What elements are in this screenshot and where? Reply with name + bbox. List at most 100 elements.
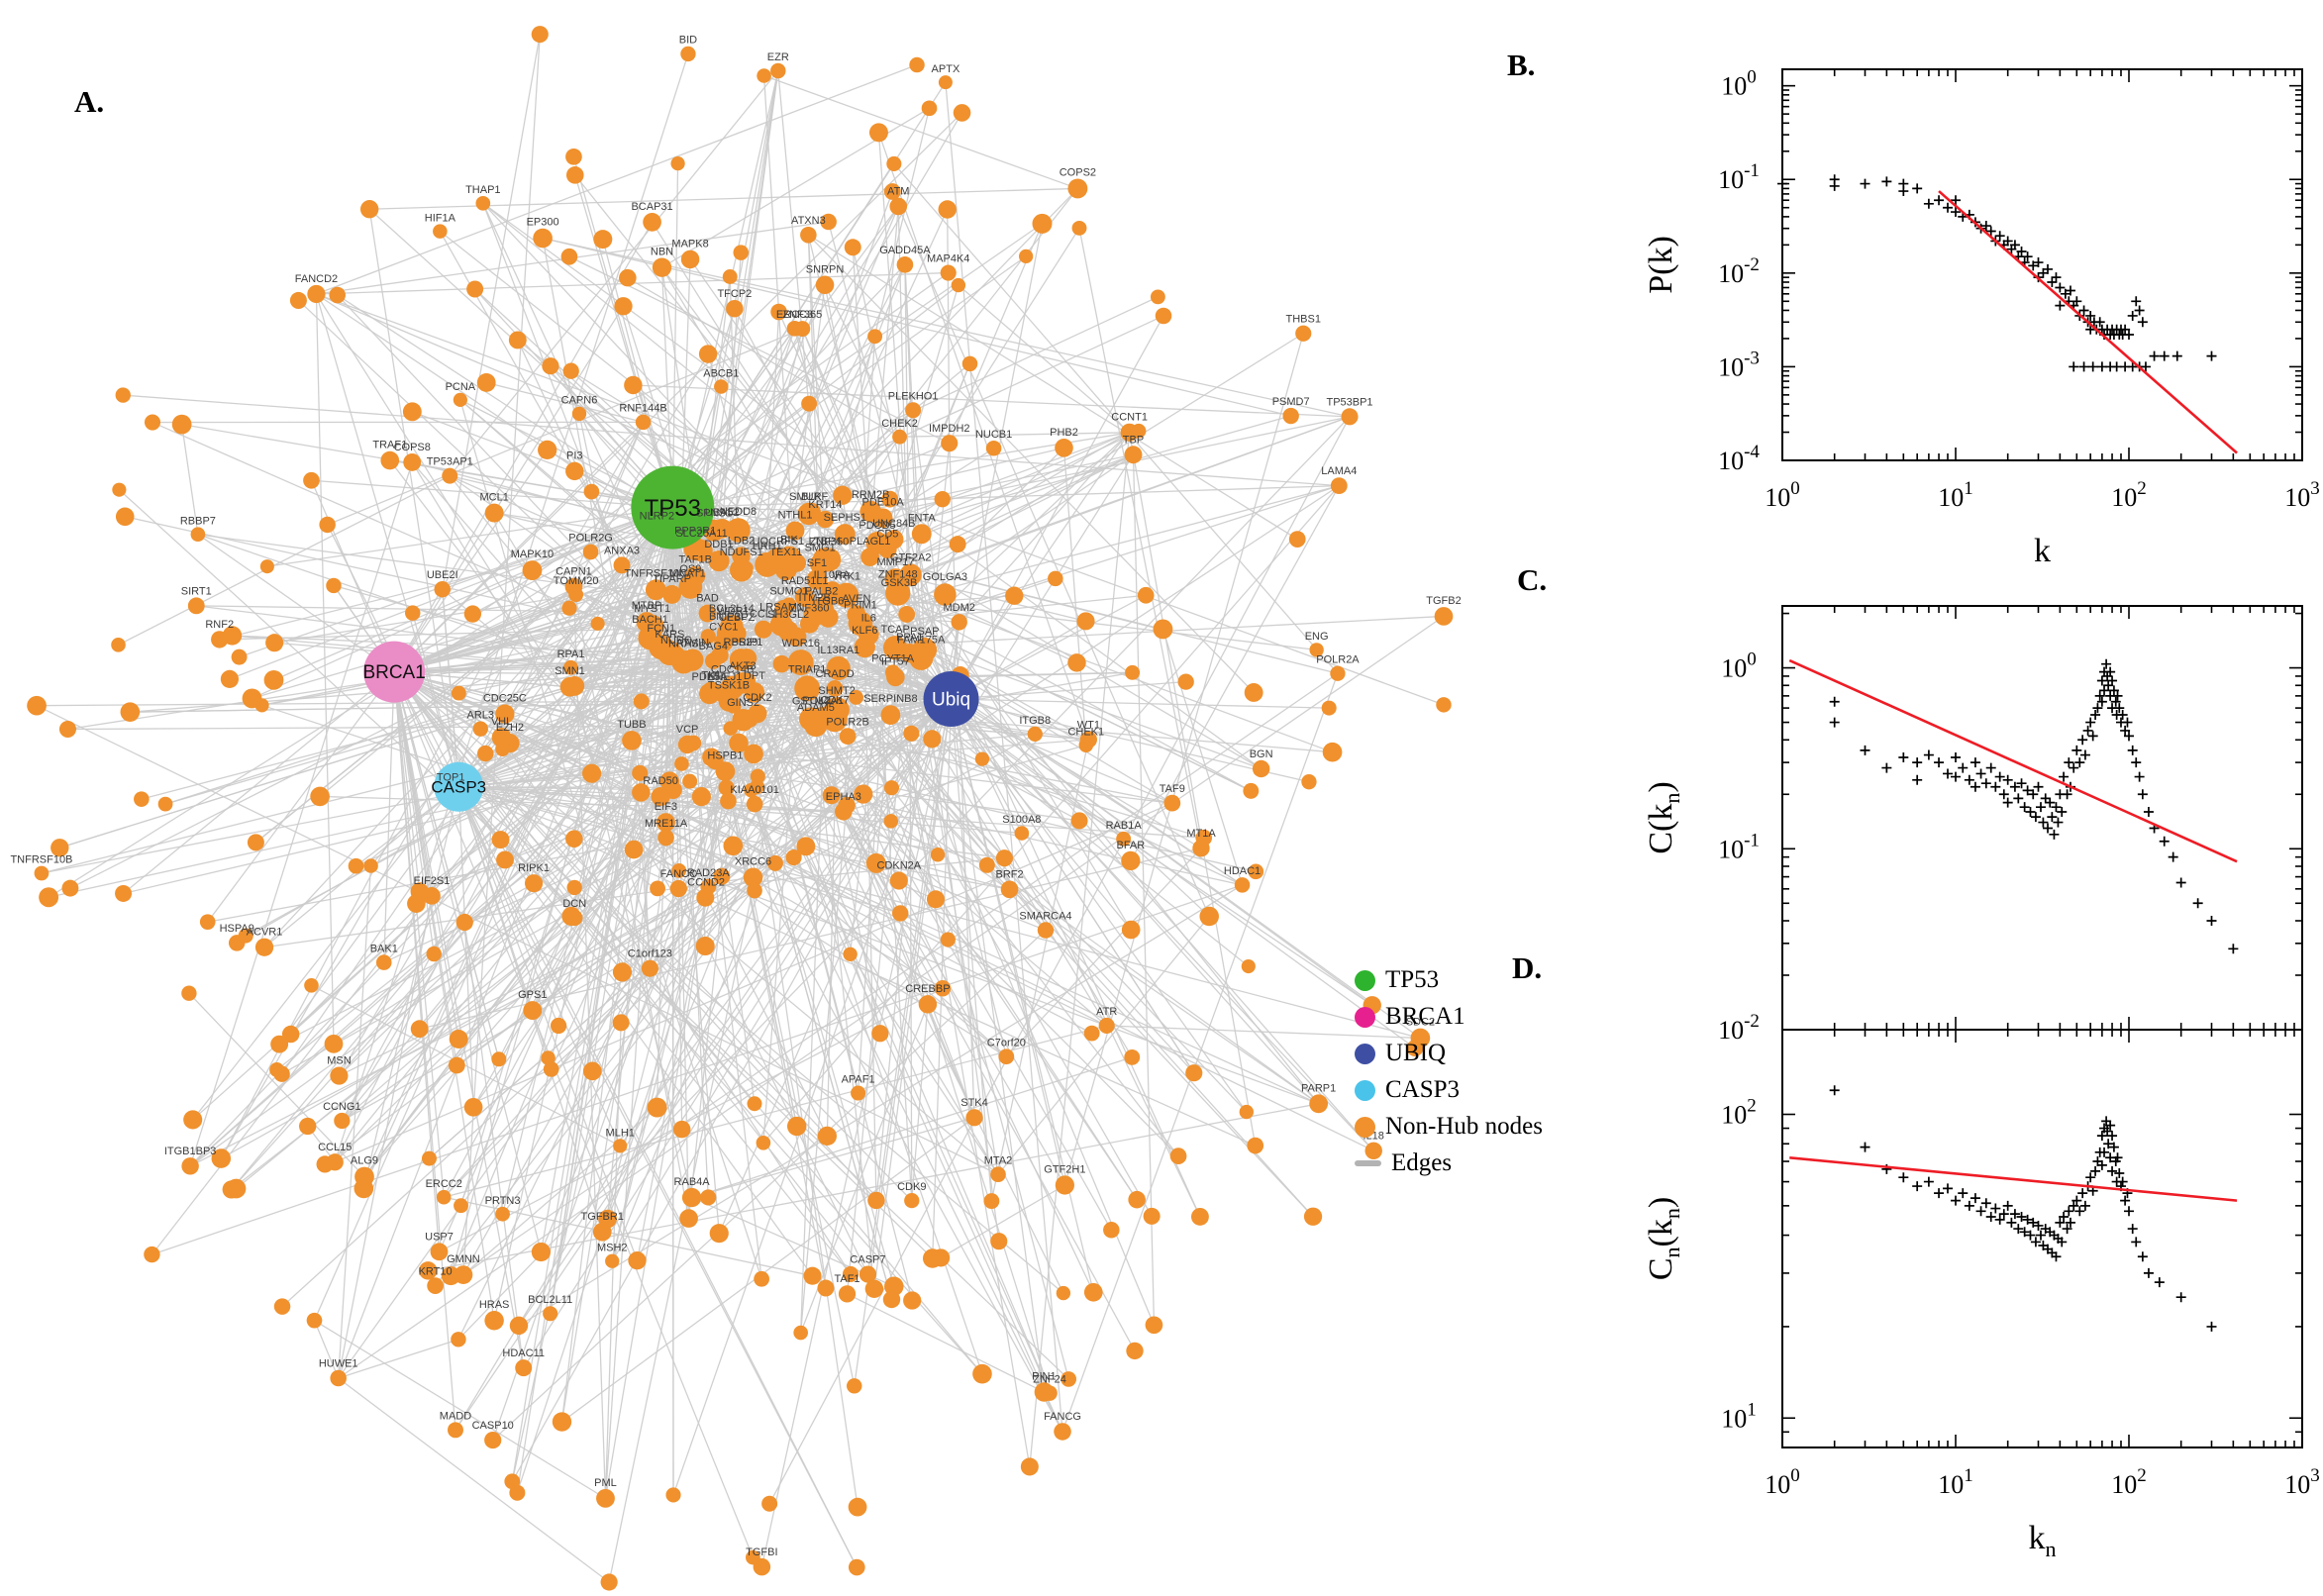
- non-hub-node: [746, 795, 763, 813]
- non-hub-node: [543, 1061, 559, 1077]
- data-point: [2149, 350, 2160, 361]
- node-label: EPHA3: [826, 791, 861, 803]
- data-point: [2105, 1120, 2116, 1131]
- edge: [444, 1025, 1107, 1198]
- non-hub-node: [842, 1265, 859, 1282]
- non-hub-node: [612, 1014, 630, 1032]
- non-hub-node: [226, 1178, 247, 1199]
- node-label: LAMA4: [1321, 465, 1357, 477]
- node-label: TRAF1: [372, 440, 407, 451]
- non-hub-node: [1060, 1371, 1077, 1387]
- non-hub-node: [324, 1034, 344, 1053]
- non-hub-node: [847, 605, 866, 625]
- non-hub-node: [222, 626, 243, 646]
- non-hub-node: [199, 914, 216, 931]
- non-hub-node: [884, 1276, 904, 1297]
- data-point: [2002, 774, 2013, 785]
- non-hub-node: [231, 648, 248, 665]
- node-label: ATMIN: [676, 637, 709, 648]
- edge: [458, 679, 749, 788]
- edge: [482, 202, 844, 496]
- non-hub-node: [624, 840, 644, 859]
- non-hub-node: [531, 26, 549, 44]
- non-hub-node: [815, 275, 835, 295]
- node-label: MAPK8: [671, 239, 708, 250]
- edge: [574, 174, 1320, 1105]
- non-hub-node: [883, 183, 901, 200]
- data-point: [2071, 1195, 2082, 1206]
- tick-label: 10-3: [1718, 348, 1760, 381]
- non-hub-node: [838, 1285, 857, 1303]
- non-hub-node: [582, 544, 599, 560]
- node-label: GTF2A2: [890, 552, 932, 564]
- data-point: [1970, 781, 1980, 792]
- edge: [875, 443, 951, 1201]
- edge: [1128, 432, 1257, 1147]
- non-hub-node: [903, 725, 920, 742]
- non-hub-node: [1434, 607, 1454, 626]
- edge: [671, 507, 856, 1386]
- data-point: [2074, 1206, 2085, 1217]
- node-label: NUCB1: [975, 429, 1012, 441]
- node-label: TRIAP1: [788, 663, 827, 675]
- node-label: VHL: [491, 716, 512, 728]
- data-point: [2096, 1159, 2107, 1170]
- non-hub-node: [1199, 906, 1219, 927]
- node-label: BGN: [1250, 748, 1273, 760]
- node-label: BACH1: [632, 614, 668, 626]
- non-hub-node: [709, 1224, 729, 1244]
- data-point: [2078, 305, 2089, 316]
- data-point: [1898, 751, 1909, 762]
- non-hub-node: [865, 852, 886, 873]
- edge: [671, 163, 679, 508]
- non-hub-node: [1341, 408, 1359, 426]
- node-label: WDR16: [781, 638, 820, 649]
- node-label: SMURF: [789, 491, 828, 503]
- node-label: MCL1: [479, 492, 508, 504]
- legend-node-swatch: [1355, 1006, 1375, 1028]
- non-hub-node: [329, 286, 347, 304]
- non-hub-node: [455, 913, 473, 932]
- node-label: NEDD8: [720, 506, 757, 518]
- edge: [950, 699, 993, 1202]
- edge: [932, 699, 953, 1259]
- data-point: [2101, 658, 2112, 669]
- non-hub-node: [1054, 1423, 1071, 1441]
- data-point: [1998, 789, 2009, 800]
- data-point: [2114, 703, 2125, 714]
- non-hub-node: [582, 1061, 602, 1081]
- data-point: [1985, 226, 1996, 237]
- non-hub-node: [265, 634, 284, 652]
- data-point: [2120, 1195, 2131, 1206]
- data-point: [2047, 812, 2058, 823]
- edge: [438, 792, 642, 1252]
- edge: [316, 293, 1445, 706]
- node-label: ABCB1: [703, 367, 739, 379]
- non-hub-node: [523, 1001, 543, 1021]
- non-hub-node: [794, 675, 821, 702]
- edge: [188, 992, 365, 1177]
- data-point: [2079, 1200, 2090, 1211]
- node-label: BAK1: [370, 943, 398, 954]
- data-point: [2107, 675, 2118, 686]
- non-hub-node: [911, 524, 932, 545]
- non-hub-node: [1288, 531, 1306, 548]
- non-hub-node: [640, 614, 664, 639]
- non-hub-node: [834, 524, 856, 545]
- edge: [950, 698, 1248, 1113]
- non-hub-node: [1282, 407, 1299, 425]
- non-hub-node: [475, 195, 491, 211]
- non-hub-node: [1163, 794, 1181, 812]
- node-label: RAB1A: [1106, 820, 1143, 832]
- edge: [229, 507, 673, 680]
- data-point: [2159, 836, 2170, 847]
- edge: [393, 671, 983, 1375]
- non-hub-node: [718, 779, 735, 796]
- node-label: ATR: [1096, 1006, 1117, 1018]
- non-hub-node: [900, 643, 920, 663]
- edge: [986, 864, 1320, 1105]
- data-point: [1975, 768, 1986, 779]
- non-hub-node: [770, 303, 787, 321]
- data-point: [2122, 717, 2133, 728]
- non-hub-node: [1241, 958, 1256, 974]
